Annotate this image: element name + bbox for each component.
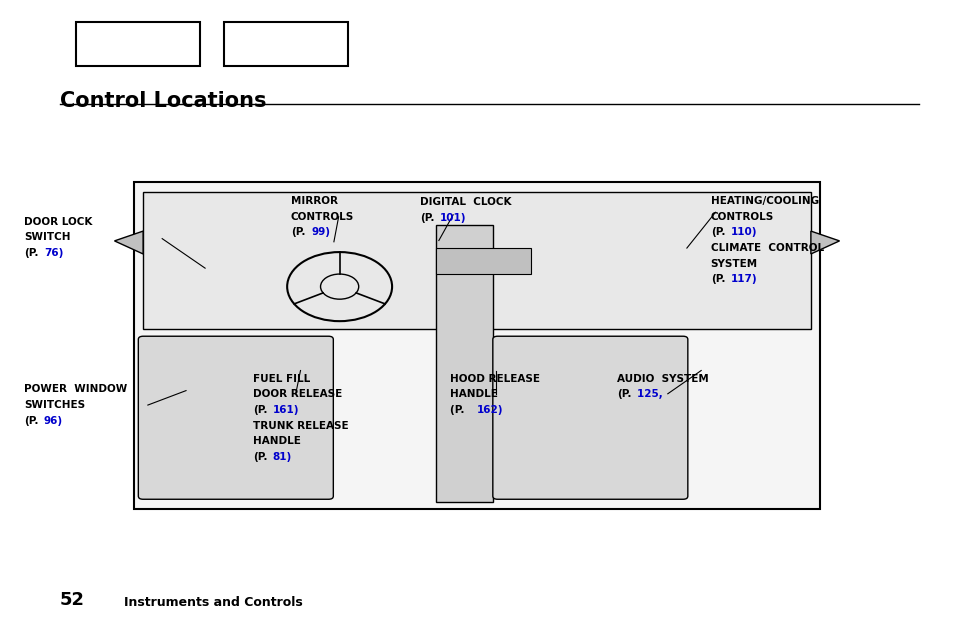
Text: TRUNK RELEASE: TRUNK RELEASE (253, 421, 348, 431)
Text: HOOD RELEASE: HOOD RELEASE (450, 374, 539, 384)
Text: 81): 81) (273, 452, 292, 462)
Text: 161): 161) (273, 405, 299, 415)
Text: (P.: (P. (24, 416, 38, 426)
Text: (P.: (P. (253, 452, 267, 462)
Text: Control Locations: Control Locations (60, 91, 266, 111)
FancyBboxPatch shape (76, 22, 200, 66)
Text: (P.: (P. (450, 405, 468, 415)
Text: CLIMATE  CONTROL: CLIMATE CONTROL (710, 243, 823, 253)
FancyBboxPatch shape (138, 336, 333, 499)
FancyBboxPatch shape (133, 182, 820, 509)
Text: 96): 96) (44, 416, 63, 426)
Text: 117): 117) (730, 274, 757, 284)
Polygon shape (810, 231, 839, 254)
Text: 76): 76) (44, 248, 63, 258)
Text: DOOR RELEASE: DOOR RELEASE (253, 389, 342, 399)
Text: SYSTEM: SYSTEM (710, 259, 757, 269)
Text: SWITCH: SWITCH (24, 232, 71, 242)
FancyBboxPatch shape (493, 336, 687, 499)
Text: (P.: (P. (291, 227, 305, 237)
Text: HANDLE: HANDLE (450, 389, 497, 399)
Text: 162): 162) (476, 405, 503, 415)
Text: Instruments and Controls: Instruments and Controls (124, 596, 302, 609)
Text: (P.: (P. (617, 389, 631, 399)
Polygon shape (114, 231, 143, 254)
Text: FUEL FILL: FUEL FILL (253, 374, 310, 384)
Text: DOOR LOCK: DOOR LOCK (24, 217, 92, 227)
Text: (P.: (P. (253, 405, 267, 415)
Text: DIGITAL  CLOCK: DIGITAL CLOCK (419, 197, 511, 207)
Text: HEATING/COOLING: HEATING/COOLING (710, 196, 818, 206)
FancyBboxPatch shape (436, 249, 531, 274)
Text: CONTROLS: CONTROLS (291, 212, 354, 222)
Text: CONTROLS: CONTROLS (710, 212, 773, 222)
Text: 125,: 125, (637, 389, 670, 399)
Text: (P.: (P. (419, 213, 434, 223)
Text: AUDIO  SYSTEM: AUDIO SYSTEM (617, 374, 708, 384)
FancyBboxPatch shape (224, 22, 348, 66)
Text: 99): 99) (311, 227, 330, 237)
Text: POWER  WINDOW: POWER WINDOW (24, 384, 127, 394)
Text: MIRROR: MIRROR (291, 196, 337, 206)
Text: 101): 101) (439, 213, 466, 223)
Text: (P.: (P. (710, 274, 724, 284)
Text: 52: 52 (60, 591, 85, 609)
Text: SWITCHES: SWITCHES (24, 400, 85, 410)
Text: (P.: (P. (710, 227, 724, 237)
Text: 110): 110) (730, 227, 757, 237)
FancyBboxPatch shape (143, 192, 810, 329)
FancyBboxPatch shape (436, 225, 493, 502)
Text: (P.: (P. (24, 248, 38, 258)
Text: HANDLE: HANDLE (253, 436, 300, 447)
